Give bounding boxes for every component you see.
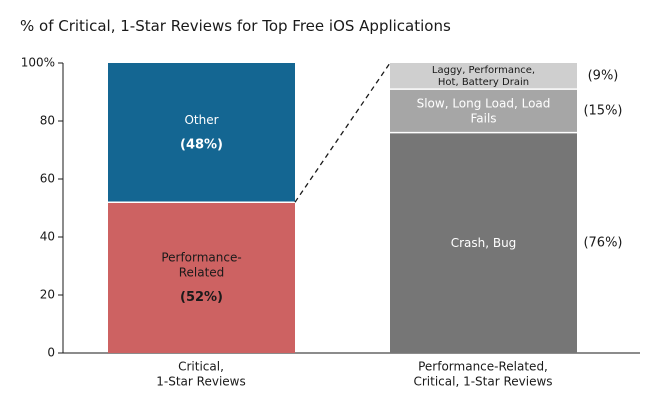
- segment-percent: (9%): [588, 69, 619, 84]
- segment-label: Laggy, Performance, Hot, Battery Drain: [432, 65, 535, 88]
- bar-segment: [390, 63, 577, 90]
- chart-title: % of Critical, 1-Star Reviews for Top Fr…: [20, 17, 451, 35]
- segment-label: Crash, Bug: [451, 235, 517, 249]
- bar-segment: [390, 89, 577, 133]
- y-tick-label: 100%: [21, 56, 55, 70]
- y-tick-label: 60: [40, 172, 55, 186]
- x-tick-label: Critical, 1-Star Reviews: [156, 359, 245, 388]
- segment-label: Other: [184, 113, 218, 127]
- bars-group: [108, 63, 577, 353]
- bar-segment: [108, 63, 295, 203]
- segment-percent: (52%): [180, 290, 223, 305]
- segment-percent: (15%): [583, 103, 622, 118]
- y-tick-label: 80: [40, 114, 55, 128]
- bar-segment: [390, 132, 577, 353]
- y-tick-label: 20: [40, 288, 55, 302]
- zoom-connectors: [294, 62, 391, 203]
- segment-label: Performance-Related: [161, 250, 241, 279]
- bar-segment: [108, 202, 295, 353]
- segment-labels: Critical, 1-Star Reviews Performance-Relat…: [156, 65, 622, 388]
- segment-percent: (48%): [180, 138, 223, 153]
- segment-label: Slow, Long Load, Load Fails: [417, 96, 551, 125]
- segment-percent: (76%): [583, 235, 622, 250]
- x-tick-label: Performance-Related, Critical, 1-Star Rev…: [413, 359, 552, 388]
- y-tick-label: 40: [40, 230, 55, 244]
- zoom-connector-line: [294, 62, 391, 203]
- y-tick-label: 0: [47, 346, 55, 360]
